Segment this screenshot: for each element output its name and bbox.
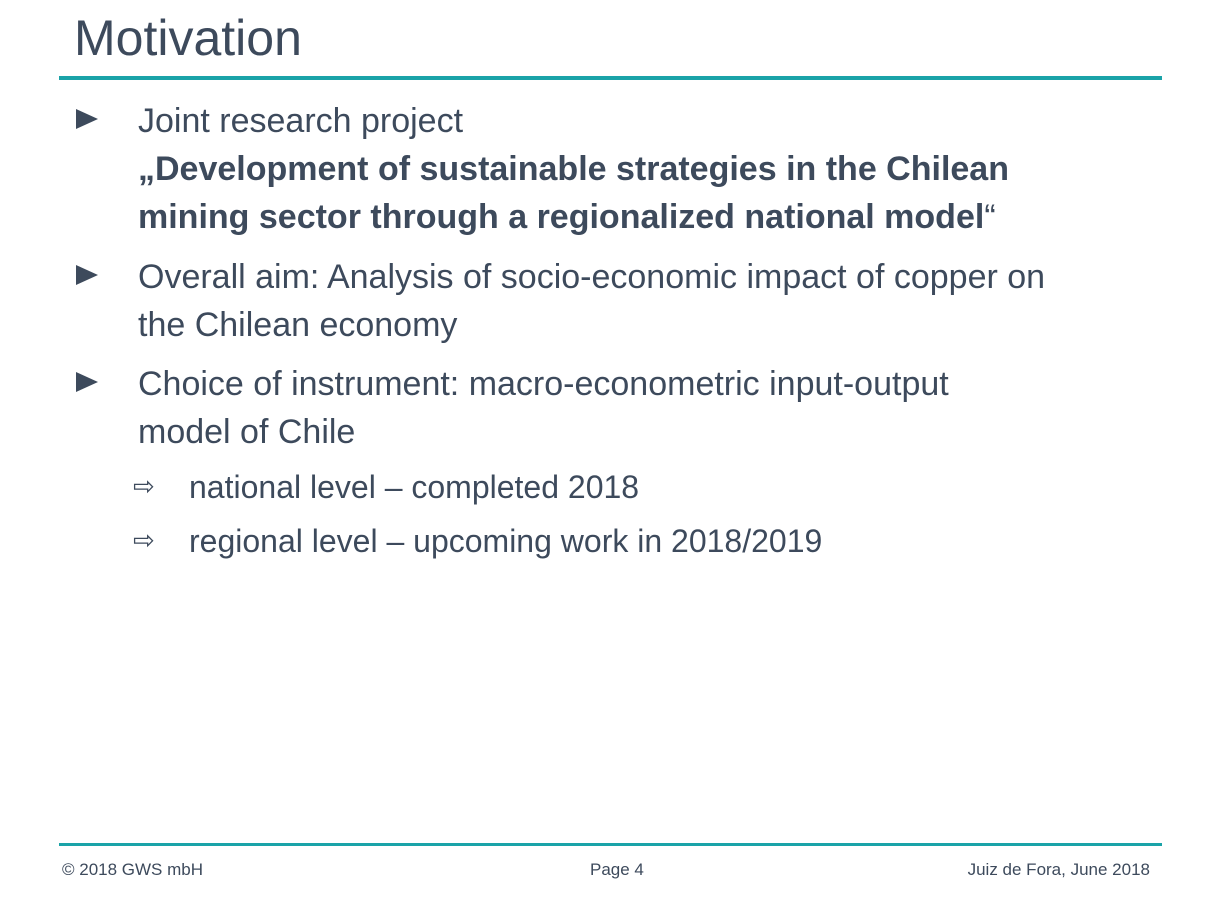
bullet-text: Choice of instrument: macro-econometric … [138,360,1138,456]
hollow-arrow-right-icon: ⇨ [133,526,155,556]
footer-copyright: © 2018 GWS mbH [62,860,204,879]
hollow-arrow-right-icon: ⇨ [133,472,155,502]
sub-item-text: national level – completed 2018 [189,469,640,505]
bullet-line: Overall aim: Analysis of socio-economic … [138,258,1046,296]
bullet-text: Joint research project „Development of s… [138,97,1138,241]
triangle-right-icon [76,372,98,392]
slide-title: Motivation [74,10,302,66]
bullet-line: Choice of instrument: macro-econometric … [138,365,949,403]
bullet-line: model of Chile [138,413,356,451]
footer-place-date: Juiz de Fora, June 2018 [967,860,1150,879]
bullet-line: the Chilean economy [138,306,458,344]
header-divider [59,76,1162,80]
bullet-text: Overall aim: Analysis of socio-economic … [138,253,1138,349]
footer-page-number: Page 4 [590,860,644,879]
bullet-line: Joint research project [138,102,464,140]
footer-divider [59,843,1162,846]
project-title-line-1: „Development of sustainable strategies i… [138,145,1138,193]
project-title-text-2: mining sector through a regionalized nat… [138,198,985,236]
quote-close: “ [984,198,996,236]
project-title-line-2: mining sector through a regionalized nat… [138,193,1138,241]
quote-open: „ [138,150,155,188]
triangle-right-icon [76,109,98,129]
triangle-right-icon [76,265,98,285]
project-title-text-1: Development of sustainable strategies in… [155,150,1009,188]
sub-item-text: regional level – upcoming work in 2018/2… [189,523,823,559]
